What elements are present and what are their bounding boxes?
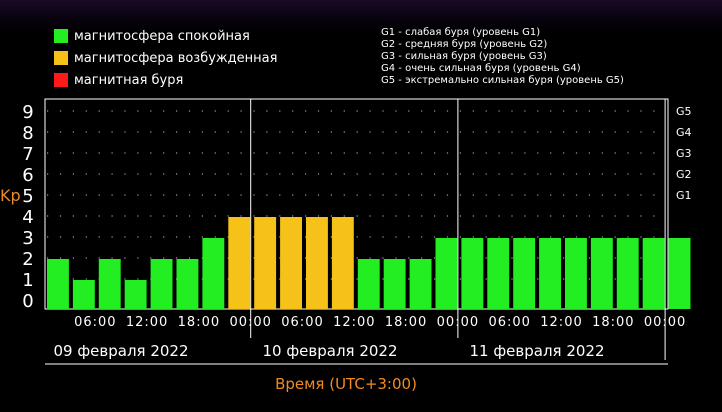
storm-level-ticks: G1 G2 G3 G4 G5 — [676, 105, 692, 202]
bar — [409, 259, 432, 309]
storm-level-g1: G1 - слабая буря (уровень G1) — [381, 27, 541, 38]
time-tick-label: 12:00 — [333, 315, 375, 330]
time-tick-label: 18:00 — [592, 315, 634, 330]
bar — [331, 217, 354, 309]
y-tick-label: 9 — [22, 102, 33, 123]
y-axis-label: Kp — [0, 186, 21, 205]
bars — [47, 217, 691, 309]
time-tick-label: 00:00 — [229, 315, 271, 330]
y-tick-label: 0 — [22, 291, 33, 312]
legend-item-active: магнитосфера возбужденная — [54, 48, 277, 68]
y-tick-label: 6 — [22, 165, 33, 186]
y-tick-label: 2 — [22, 249, 33, 270]
legend-swatch-quiet — [54, 29, 68, 43]
y-tick-label: 8 — [22, 123, 33, 144]
bar — [254, 217, 277, 309]
legend-item-storm: магнитная буря — [54, 70, 277, 90]
legend: магнитосфера спокойная магнитосфера возб… — [54, 26, 277, 92]
bar — [72, 280, 95, 309]
time-tick-label: 18:00 — [385, 315, 427, 330]
y-tick-label: 3 — [22, 228, 33, 249]
plot-frame — [44, 98, 669, 365]
bar — [98, 259, 121, 309]
bar — [539, 238, 561, 309]
storm-level-tick: G4 — [676, 126, 692, 139]
bar — [487, 238, 510, 309]
legend-item-quiet: магнитосфера спокойная — [54, 26, 277, 46]
bar — [124, 280, 147, 309]
storm-level-g4: G4 - очень сильная буря (уровень G4) — [381, 63, 581, 74]
time-tick-label: 06:00 — [74, 315, 116, 330]
bar — [590, 238, 613, 309]
legend-label-active: магнитосфера возбужденная — [74, 50, 278, 66]
bar — [280, 217, 302, 309]
storm-level-g2: G2 - средняя буря (уровень G2) — [381, 39, 548, 50]
y-tick-label: 1 — [22, 270, 33, 291]
bar — [306, 217, 328, 309]
storm-level-legend: G1 - слабая буря (уровень G1) G2 - средн… — [381, 27, 624, 87]
time-tick-label: 12:00 — [126, 315, 168, 330]
time-tick-label: 00:00 — [437, 315, 479, 330]
storm-level-tick: G3 — [676, 147, 692, 160]
y-tick-label: 7 — [22, 144, 33, 165]
time-ticks: 06:00 12:00 18:00 00:00 06:00 12:00 18:00 00:00… — [74, 315, 686, 330]
legend-label-storm: магнитная буря — [74, 72, 184, 88]
bar — [383, 259, 406, 309]
time-tick-label: 06:00 — [488, 315, 530, 330]
bar — [202, 238, 225, 309]
storm-level-tick: G5 — [676, 105, 692, 118]
time-tick-label: 06:00 — [281, 315, 323, 330]
bar — [228, 217, 251, 309]
day-label: 11 февраля 2022 — [469, 342, 604, 360]
time-tick-label: 12:00 — [540, 315, 582, 330]
plot-border — [44, 98, 669, 310]
bar — [668, 238, 691, 309]
storm-level-tick: G1 — [676, 189, 692, 202]
bar — [435, 238, 458, 309]
time-tick-label: 18:00 — [178, 315, 220, 330]
x-axis-label: Время (UTC+3:00) — [275, 375, 417, 393]
bar — [357, 259, 380, 309]
bar — [461, 238, 484, 309]
y-tick-label: 4 — [22, 207, 33, 228]
bar — [150, 259, 173, 309]
legend-label-quiet: магнитосфера спокойная — [74, 28, 250, 44]
time-tick-label: 00:00 — [644, 315, 686, 330]
storm-level-tick: G2 — [676, 168, 692, 181]
y-tick-label: 5 — [22, 186, 33, 207]
bar — [565, 238, 587, 309]
bar — [616, 238, 639, 309]
bar — [642, 238, 665, 309]
storm-level-g5: G5 - экстремально сильная буря (уровень … — [381, 75, 624, 86]
bar — [513, 238, 536, 309]
bar — [47, 259, 69, 309]
legend-swatch-active — [54, 51, 68, 65]
day-label: 10 февраля 2022 — [262, 342, 397, 360]
day-labels: 09 февраля 2022 10 февраля 2022 11 февраля… — [53, 342, 604, 360]
day-label: 09 февраля 2022 — [53, 342, 188, 360]
storm-level-g3: G3 - сильная буря (уровень G3) — [381, 51, 547, 62]
bar — [176, 259, 199, 309]
legend-swatch-storm — [54, 73, 68, 87]
